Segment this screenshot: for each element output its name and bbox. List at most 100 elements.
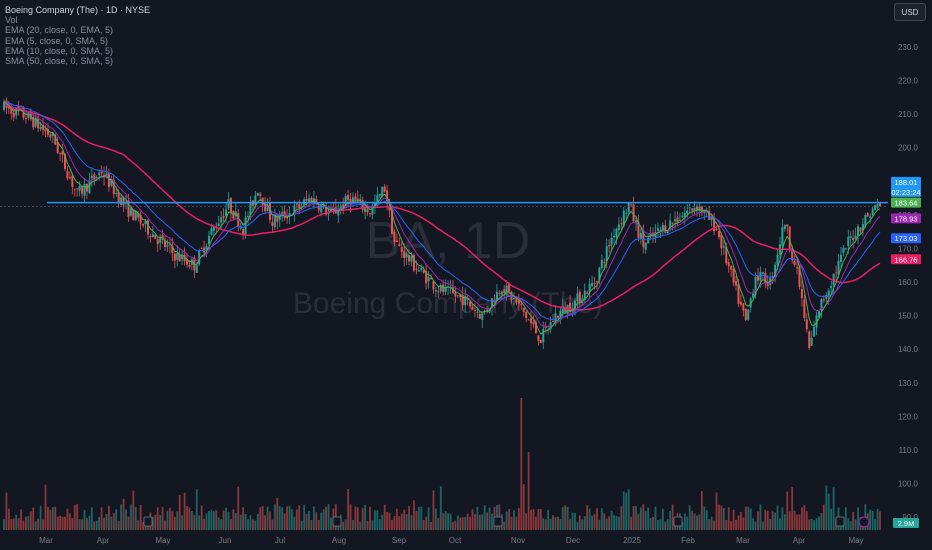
candle-body	[866, 213, 869, 217]
volume-bar	[730, 521, 733, 530]
volume-bar	[378, 519, 381, 530]
earnings-marker-icon[interactable]	[493, 516, 503, 527]
candle-body	[271, 222, 274, 226]
volume-bar	[342, 521, 345, 530]
volume-bar	[847, 518, 850, 530]
volume-bar	[605, 518, 608, 530]
volume-bar	[349, 504, 352, 530]
candle-body	[822, 299, 825, 301]
candle-body	[351, 197, 354, 203]
volume-bar	[417, 506, 420, 530]
volume-bar	[874, 519, 877, 530]
candle-body	[603, 261, 606, 263]
candle-body	[90, 175, 93, 179]
candle-body	[56, 141, 59, 153]
earnings-marker-icon[interactable]	[673, 516, 683, 527]
volume-bar	[71, 518, 74, 530]
x-tick-label: Apr	[97, 536, 110, 545]
candle-body	[164, 240, 167, 247]
y-tick-label: 230.0	[898, 43, 919, 52]
volume-bar	[117, 520, 120, 530]
candle-body	[486, 310, 489, 311]
price-label: 178.93	[895, 214, 918, 223]
candle-body	[249, 201, 252, 215]
candle-body	[98, 172, 101, 176]
candle-body	[837, 261, 840, 275]
flash-icon[interactable]	[858, 516, 870, 528]
volume-bar	[195, 489, 198, 530]
candle-body	[764, 272, 767, 284]
candle-body	[381, 187, 384, 197]
candle-body	[32, 117, 35, 128]
volume-bar	[164, 520, 166, 530]
candle-body	[454, 292, 457, 297]
candle-body	[874, 205, 877, 210]
volume-bar	[415, 510, 418, 530]
volume-bar	[59, 515, 62, 530]
volume-bar	[471, 509, 474, 530]
volume-bar	[698, 514, 701, 530]
price-label: 188.01	[895, 178, 918, 187]
volume-bar	[259, 507, 262, 530]
volume-bar	[486, 512, 489, 530]
volume-bar	[810, 519, 813, 530]
x-tick-label: Mar	[39, 536, 53, 545]
volume-bar	[583, 516, 586, 530]
volume-bar	[283, 513, 286, 530]
earnings-marker-icon[interactable]	[835, 516, 845, 527]
candle-body	[556, 315, 559, 318]
volume-bar	[608, 516, 611, 530]
volume-bar	[398, 516, 401, 530]
candle-body	[347, 194, 350, 200]
candle-body	[876, 203, 879, 208]
volume-bar	[371, 520, 374, 530]
ema5-line	[3, 101, 881, 335]
candle-body	[791, 248, 794, 261]
volume-bar	[827, 493, 830, 530]
volume-bar	[783, 514, 786, 530]
volume-bar	[305, 513, 308, 530]
candle-body	[242, 228, 245, 235]
volume-bar	[557, 516, 559, 530]
price-label: 183.64	[895, 199, 918, 208]
volume-bar	[637, 513, 640, 530]
candle-body	[530, 318, 533, 324]
candle-body	[139, 214, 142, 224]
volume-bar	[713, 520, 715, 530]
candle-body	[281, 212, 284, 214]
volume-bar	[691, 510, 694, 530]
volume-bar	[566, 506, 569, 530]
candle-body	[212, 226, 215, 231]
candle-body	[691, 208, 694, 211]
candle-body	[27, 112, 30, 118]
volume-bar	[344, 519, 347, 530]
volume-bar	[49, 509, 52, 530]
candle-body	[539, 339, 542, 344]
earnings-marker-icon[interactable]	[332, 516, 342, 527]
candle-body	[15, 108, 18, 116]
volume-bar	[769, 519, 772, 530]
candle-body	[120, 197, 123, 205]
candle-body	[305, 198, 308, 201]
candle-body	[500, 291, 503, 296]
volume-bar	[286, 506, 288, 530]
volume-bar	[574, 513, 576, 530]
y-tick-label: 170.0	[898, 244, 919, 253]
volume-bar	[298, 505, 301, 530]
candle-body	[129, 207, 132, 216]
candle-body	[625, 212, 628, 214]
candle-body	[473, 310, 476, 312]
candle-body	[681, 215, 684, 218]
volume-bar	[122, 498, 125, 530]
volume-bar	[732, 509, 735, 530]
volume-bar	[210, 510, 213, 530]
volume-bar	[273, 504, 276, 530]
currency-button[interactable]: USD	[894, 3, 926, 21]
volume-bar	[525, 513, 528, 530]
volume-bar	[422, 520, 425, 530]
candle-body	[491, 298, 494, 308]
earnings-marker-icon[interactable]	[143, 516, 153, 527]
legend-ema5: EMA (5, close, 0, SMA, 5)	[5, 35, 109, 46]
volume-bar	[56, 516, 59, 530]
